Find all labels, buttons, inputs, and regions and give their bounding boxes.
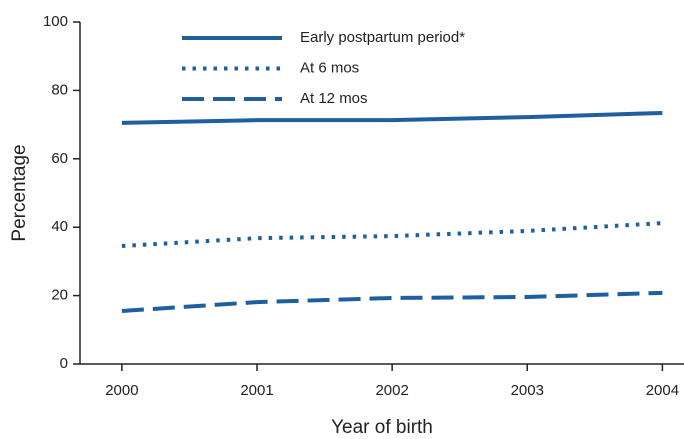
y-tick-label: 60 [51,150,68,167]
legend-label: At 12 mos [300,90,368,107]
y-tick-label: 80 [51,81,68,98]
series-line [121,221,663,249]
series-line [121,290,663,313]
legend-label: At 6 mos [300,59,359,76]
y-axis-title: Percentage [9,144,30,241]
x-tick-label: 2004 [646,382,679,399]
y-tick-label: 0 [60,355,68,372]
x-tick-label: 2000 [105,382,138,399]
legend-label: Early postpartum period* [300,29,465,46]
x-axis-title: Year of birth [331,417,433,438]
x-tick-label: 2002 [375,382,408,399]
series-line [121,110,663,125]
x-tick-label: 2003 [511,382,544,399]
x-tick-label: 2001 [240,382,273,399]
y-tick-label: 100 [43,13,68,30]
y-tick-label: 40 [51,218,68,235]
y-tick-label: 20 [51,287,68,304]
